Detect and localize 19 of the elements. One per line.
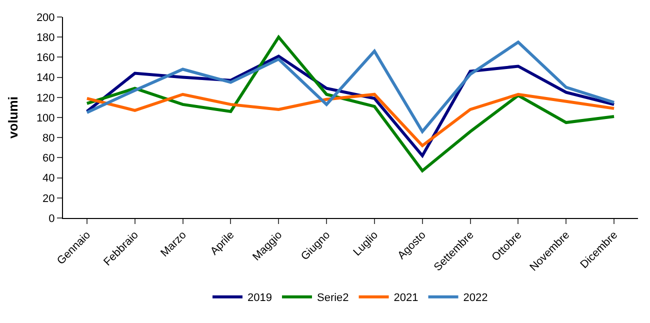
y-tick-label: 80 <box>42 132 55 144</box>
y-tick-label: 0 <box>48 212 55 225</box>
legend-label: Serie2 <box>316 292 349 304</box>
legend-label: 2021 <box>394 292 418 304</box>
line-series <box>85 36 616 172</box>
y-axis-title: volumi <box>5 96 20 138</box>
y-tick-label: 60 <box>42 152 55 165</box>
line-series <box>85 40 616 134</box>
line-series <box>85 92 616 148</box>
y-tick-label: 160 <box>36 52 55 64</box>
y-tick-label: 140 <box>36 72 55 84</box>
y-tick-label: 180 <box>36 32 55 44</box>
y-tick-label: 100 <box>36 112 55 124</box>
legend-label: 2019 <box>248 292 272 304</box>
y-tick-label: 120 <box>36 92 55 104</box>
y-tick-label: 40 <box>42 172 55 185</box>
y-tick-label: 20 <box>42 192 55 205</box>
y-tick-label: 200 <box>36 12 55 24</box>
legend-label: 2022 <box>463 292 488 304</box>
